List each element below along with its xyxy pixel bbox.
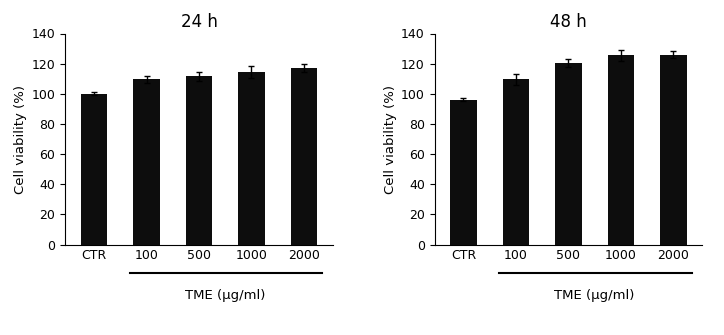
Bar (555, 63, 581, 245)
Y-axis label: Cell viability (%): Cell viability (%) (14, 84, 28, 194)
Bar (450, 100, 476, 245)
Bar (291, 68, 317, 245)
Bar (186, 76, 212, 245)
Bar (660, 55, 686, 245)
Bar (503, 79, 529, 245)
Text: TME (μg/ml): TME (μg/ml) (185, 289, 266, 302)
Bar (81, 94, 107, 245)
Title: 48 h: 48 h (550, 12, 587, 30)
Y-axis label: Cell viability (%): Cell viability (%) (384, 84, 397, 194)
Bar (238, 72, 264, 245)
Bar (133, 79, 159, 245)
Text: TME (μg/ml): TME (μg/ml) (555, 289, 635, 302)
Bar (608, 55, 634, 245)
Title: 24 h: 24 h (180, 12, 217, 30)
